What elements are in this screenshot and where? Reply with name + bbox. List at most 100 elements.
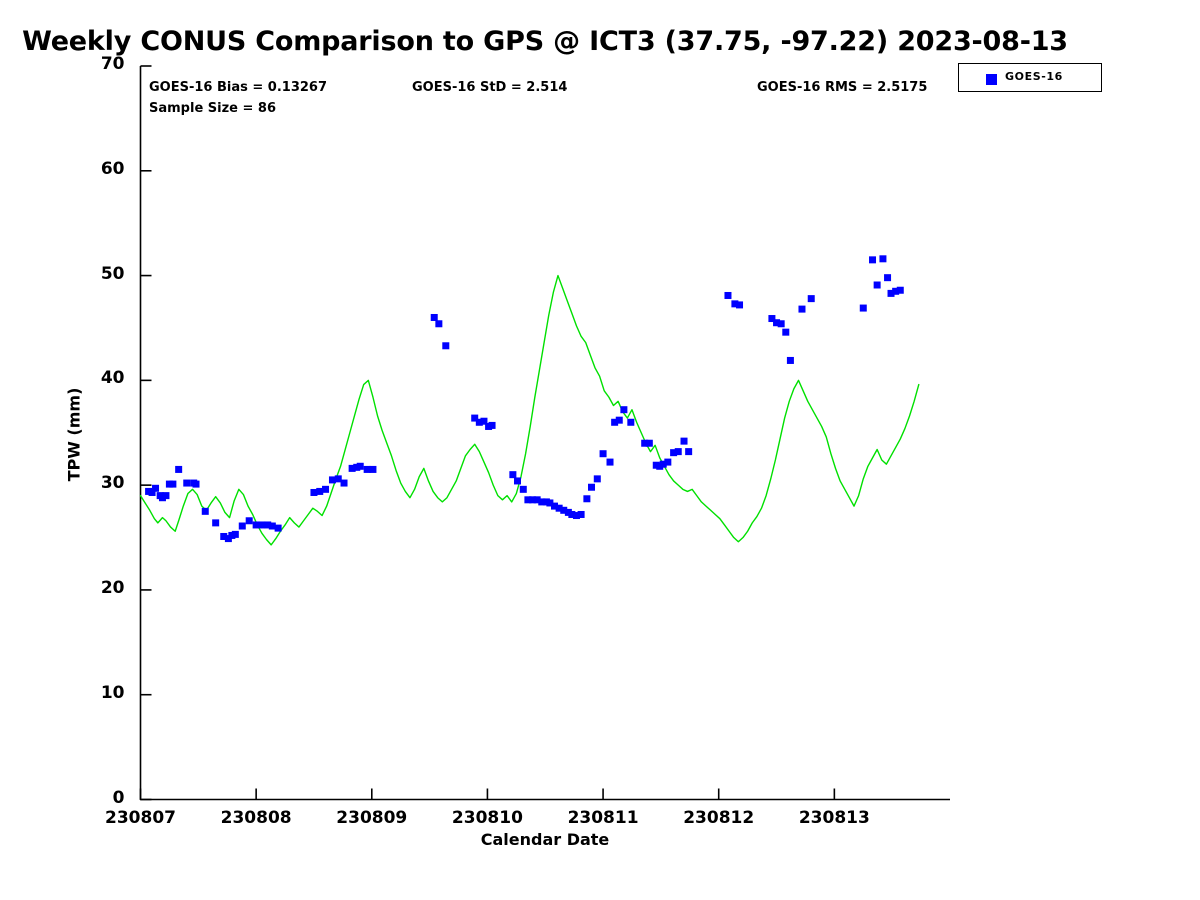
scatter-point xyxy=(340,479,348,487)
scatter-point xyxy=(627,418,635,426)
scatter-point xyxy=(620,406,628,414)
scatter-point xyxy=(488,421,496,429)
scatter-point xyxy=(572,512,580,520)
scatter-point xyxy=(892,287,900,295)
legend-entry-goes16[interactable]: GOES-16 xyxy=(985,66,1095,91)
scatter-point xyxy=(645,439,653,447)
scatter-point xyxy=(568,510,576,518)
scatter-point xyxy=(316,487,324,495)
scatter-point xyxy=(480,417,488,425)
x-tick-label: 230813 xyxy=(798,807,870,828)
scatter-point xyxy=(577,510,585,518)
scatter-point xyxy=(529,496,537,504)
scatter-point xyxy=(731,300,739,308)
x-tick-label: 230811 xyxy=(567,807,639,828)
scatter-point xyxy=(546,499,554,507)
scatter-point xyxy=(363,465,371,473)
scatter-point xyxy=(220,532,228,540)
scatter-point xyxy=(245,517,253,525)
scatter-point xyxy=(786,356,794,364)
scatter-point xyxy=(356,462,364,470)
scatter-point xyxy=(768,315,776,323)
y-tick-label: 30 xyxy=(100,473,125,494)
scatter-point xyxy=(212,519,220,527)
x-tick-label: 230808 xyxy=(220,807,292,828)
y-tick-label: 20 xyxy=(100,577,125,598)
legend[interactable]: GOES-16 xyxy=(958,63,1102,92)
scatter-point xyxy=(593,475,601,483)
scatter-point xyxy=(348,464,356,472)
scatter-point xyxy=(148,488,156,496)
scatter-point xyxy=(509,471,517,479)
scatter-point xyxy=(670,449,678,457)
scatter-point xyxy=(664,458,672,466)
scatter-point xyxy=(538,498,546,506)
y-tick-label: 40 xyxy=(100,368,125,389)
stat-std-label: GOES-16 StD = 2.514 xyxy=(412,80,568,95)
x-axis-label: Calendar Date xyxy=(480,830,610,849)
scatter-point xyxy=(659,460,667,468)
scatter-point xyxy=(773,319,781,327)
legend-label: GOES-16 xyxy=(1005,70,1063,83)
x-tick-label: 230807 xyxy=(105,807,176,828)
scatter-point xyxy=(310,488,318,496)
scatter-point xyxy=(175,465,183,473)
scatter-point xyxy=(782,328,790,336)
scatter-point xyxy=(606,458,614,466)
axis-spines xyxy=(139,66,950,801)
scatter-point xyxy=(442,342,450,350)
x-tick-label: 230810 xyxy=(451,807,523,828)
scatter-point xyxy=(555,504,563,512)
scatter-point xyxy=(611,418,619,426)
scatter-point xyxy=(169,480,177,488)
scatter-point xyxy=(524,496,532,504)
scatter-point xyxy=(430,313,438,321)
scatter-point xyxy=(274,524,282,532)
scatter-point xyxy=(334,475,342,483)
scatter-point xyxy=(798,305,806,313)
scatter-point xyxy=(588,483,596,491)
scatter-point xyxy=(887,289,895,297)
scatter-point xyxy=(162,492,170,500)
scatter-point xyxy=(238,522,246,530)
y-tick-label: 10 xyxy=(100,682,125,703)
scatter-point xyxy=(183,479,191,487)
scatter-point xyxy=(641,439,649,447)
scatter-point xyxy=(471,414,479,422)
scatter-point xyxy=(369,465,377,473)
scatter-point xyxy=(268,522,276,530)
scatter-point xyxy=(328,476,336,484)
scatter-point xyxy=(869,256,877,264)
scatter-point xyxy=(201,507,209,515)
scatter-point xyxy=(252,521,260,529)
scatter-point xyxy=(859,304,867,312)
y-tick-label: 70 xyxy=(100,54,125,74)
scatter-point xyxy=(514,477,521,485)
y-tick-label: 60 xyxy=(100,158,125,179)
scatter-point xyxy=(873,281,881,289)
gps-line-path xyxy=(139,274,920,546)
y-tick-label: 0 xyxy=(112,787,125,808)
scatter-point xyxy=(583,495,591,503)
stat-bias-label: GOES-16 Bias = 0.13267 xyxy=(149,80,328,95)
x-tick-label: 230812 xyxy=(683,807,755,828)
scatter-point xyxy=(475,418,483,426)
scatter-point xyxy=(264,521,272,529)
scatter-point xyxy=(533,496,541,504)
y-axis-ticks xyxy=(140,65,152,801)
scatter-point xyxy=(192,480,200,488)
scatter-point xyxy=(680,437,688,445)
scatter-point xyxy=(435,320,443,328)
page-title: Weekly CONUS Comparison to GPS @ ICT3 (3… xyxy=(22,26,1068,57)
scatter-point xyxy=(724,291,732,299)
gps-line-series xyxy=(139,274,920,546)
scatter-point xyxy=(560,506,568,514)
scatter-point xyxy=(884,274,892,282)
scatter-point xyxy=(258,521,266,529)
scatter-point xyxy=(685,448,693,456)
scatter-point xyxy=(615,416,623,424)
scatter-point xyxy=(879,255,887,263)
scatter-point xyxy=(322,485,330,493)
stat-rms-label: GOES-16 RMS = 2.5175 xyxy=(757,80,928,95)
